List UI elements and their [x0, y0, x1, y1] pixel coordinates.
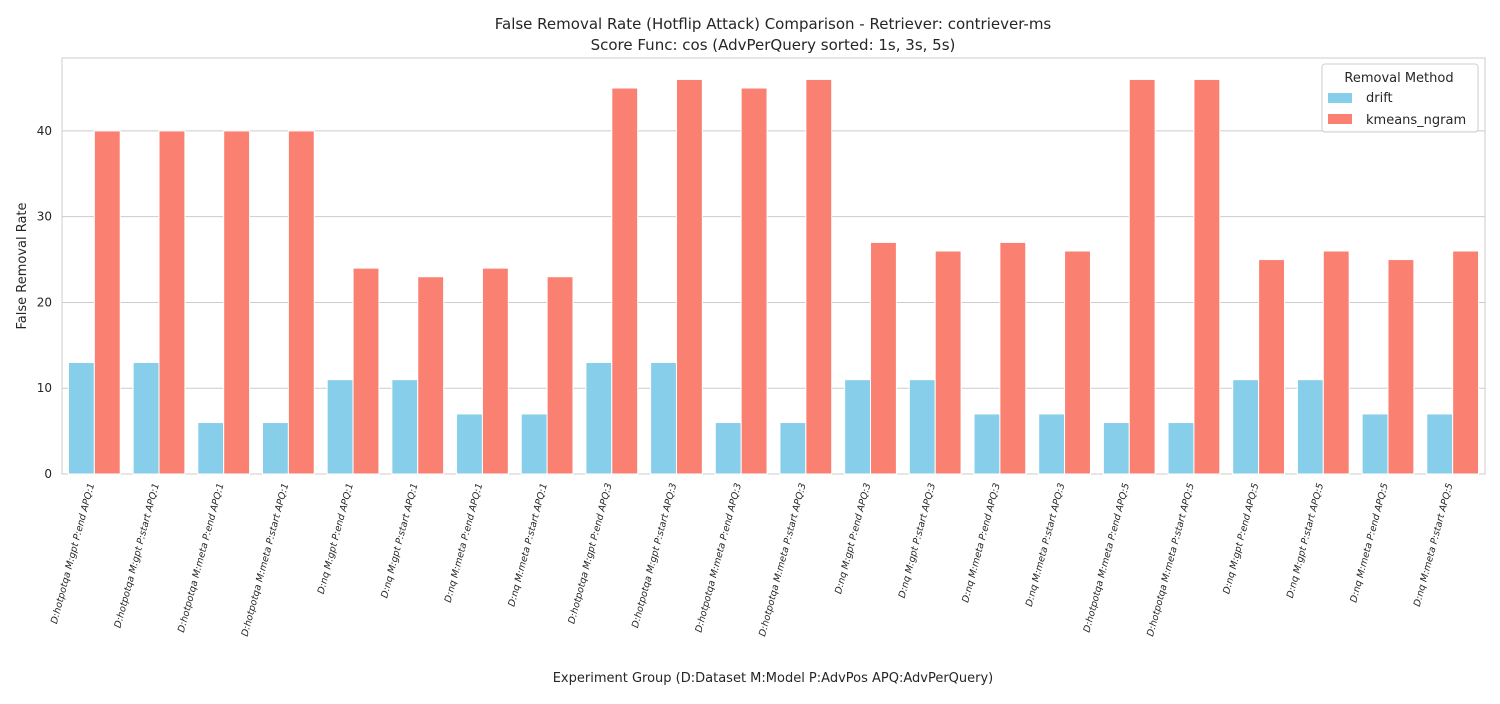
bar-kmeans-ngram [740, 87, 768, 475]
bar-kmeans-ngram [352, 267, 380, 475]
x-tick-label: D:hotpotqa M:meta P:start APQ:5 [1145, 482, 1197, 638]
legend-swatch-drift [1328, 93, 1352, 103]
bar-layer [67, 78, 1480, 475]
y-tick-label: 10 [37, 381, 52, 395]
bar-kmeans-ngram [611, 87, 639, 475]
bar-kmeans-ngram [287, 130, 315, 475]
x-tick-label: D:nq M:gpt P:end APQ:5 [1221, 482, 1261, 595]
x-tick-layer: D:hotpotqa M:gpt P:end APQ:1 D:hotpotqa M… [49, 482, 1456, 638]
bar-kmeans-ngram [223, 130, 251, 475]
x-tick-label: D:nq M:gpt P:start APQ:3 [897, 482, 938, 599]
bar-drift [132, 361, 160, 475]
x-tick-label: D:hotpotqa M:gpt P:start APQ:3 [630, 482, 679, 629]
bar-drift [1038, 413, 1066, 475]
x-tick-label: D:hotpotqa M:meta P:start APQ:1 [240, 482, 292, 638]
bar-kmeans-ngram [1452, 250, 1480, 475]
bar-kmeans-ngram [158, 130, 186, 475]
x-tick-label: D:hotpotqa M:gpt P:end APQ:1 [49, 482, 97, 625]
x-tick-label: D:nq M:gpt P:end APQ:1 [316, 482, 356, 595]
bar-drift [585, 361, 613, 475]
bar-kmeans-ngram [805, 78, 833, 475]
bar-drift [1102, 422, 1130, 475]
y-tick-label: 0 [44, 467, 52, 481]
bar-drift [908, 379, 936, 475]
bar-drift [714, 422, 742, 475]
bar-drift [1296, 379, 1324, 475]
legend-label-kmeans-ngram: kmeans_ngram [1366, 113, 1466, 128]
x-tick-label: D:nq M:gpt P:start APQ:5 [1285, 482, 1326, 599]
bar-kmeans-ngram [870, 241, 897, 475]
bar-kmeans-ngram [417, 276, 445, 475]
bar-drift [456, 413, 483, 475]
y-tick-layer: 0 10 20 30 40 [37, 124, 52, 481]
x-tick-label: D:hotpotqa M:meta P:end APQ:1 [176, 482, 227, 634]
bar-drift [1361, 413, 1389, 475]
bar-kmeans-ngram [481, 267, 509, 475]
x-tick-label: D:nq M:meta P:end APQ:5 [1348, 482, 1391, 604]
x-tick-label: D:nq M:gpt P:end APQ:3 [833, 482, 873, 595]
bar-kmeans-ngram [1258, 259, 1285, 475]
bar-kmeans-ngram [675, 78, 703, 475]
bar-kmeans-ngram [934, 250, 962, 475]
bar-drift [1167, 422, 1195, 475]
bar-kmeans-ngram [1322, 250, 1350, 475]
x-tick-label: D:hotpotqa M:gpt P:start APQ:1 [113, 482, 162, 629]
x-tick-label: D:hotpotqa M:meta P:end APQ:5 [1082, 482, 1133, 634]
x-axis-label: Experiment Group (D:Dataset M:Model P:Ad… [553, 671, 994, 686]
chart-title-line1: False Removal Rate (Hotflip Attack) Comp… [495, 15, 1052, 33]
bar-drift [973, 413, 1001, 475]
bar-drift [391, 379, 419, 475]
bar-kmeans-ngram [1064, 250, 1091, 475]
legend-title: Removal Method [1344, 71, 1453, 86]
x-tick-label: D:nq M:meta P:start APQ:3 [1024, 482, 1068, 608]
x-tick-label: D:nq M:gpt P:start APQ:1 [379, 482, 420, 599]
bar-drift [1232, 379, 1260, 475]
bar-drift [650, 361, 677, 475]
legend-label-drift: drift [1366, 91, 1393, 106]
bar-drift [844, 379, 872, 475]
bar-drift [67, 361, 95, 475]
x-tick-label: D:nq M:meta P:start APQ:1 [506, 482, 550, 608]
bar-drift [262, 422, 289, 475]
bar-kmeans-ngram [1387, 259, 1415, 475]
x-tick-label: D:hotpotqa M:gpt P:end APQ:3 [566, 482, 614, 625]
bar-drift [779, 422, 807, 475]
bar-kmeans-ngram [1128, 78, 1156, 475]
y-tick-label: 20 [37, 295, 52, 309]
legend-frame [1321, 63, 1479, 133]
x-tick-label: D:nq M:meta P:end APQ:3 [960, 482, 1003, 604]
bar-kmeans-ngram [1193, 78, 1221, 475]
x-tick-label: D:hotpotqa M:meta P:start APQ:3 [757, 482, 809, 638]
bar-drift [1426, 413, 1454, 475]
bar-drift [197, 422, 225, 475]
bar-drift [520, 413, 548, 475]
chart-title-line2: Score Func: cos (AdvPerQuery sorted: 1s,… [591, 36, 956, 54]
y-tick-label: 40 [37, 124, 52, 138]
y-axis-label: False Removal Rate [15, 202, 30, 329]
x-tick-label: D:nq M:meta P:end APQ:1 [443, 482, 486, 604]
y-tick-label: 30 [37, 210, 52, 224]
bar-kmeans-ngram [93, 130, 121, 475]
bar-kmeans-ngram [999, 241, 1027, 475]
x-tick-label: D:hotpotqa M:meta P:end APQ:3 [694, 482, 745, 634]
bar-kmeans-ngram [546, 276, 574, 475]
legend-swatch-kmeans-ngram [1328, 114, 1352, 124]
x-tick-label: D:nq M:meta P:start APQ:5 [1412, 482, 1456, 608]
bar-drift [326, 379, 354, 475]
legend: Removal Method drift kmeans_ngram [1321, 63, 1479, 133]
